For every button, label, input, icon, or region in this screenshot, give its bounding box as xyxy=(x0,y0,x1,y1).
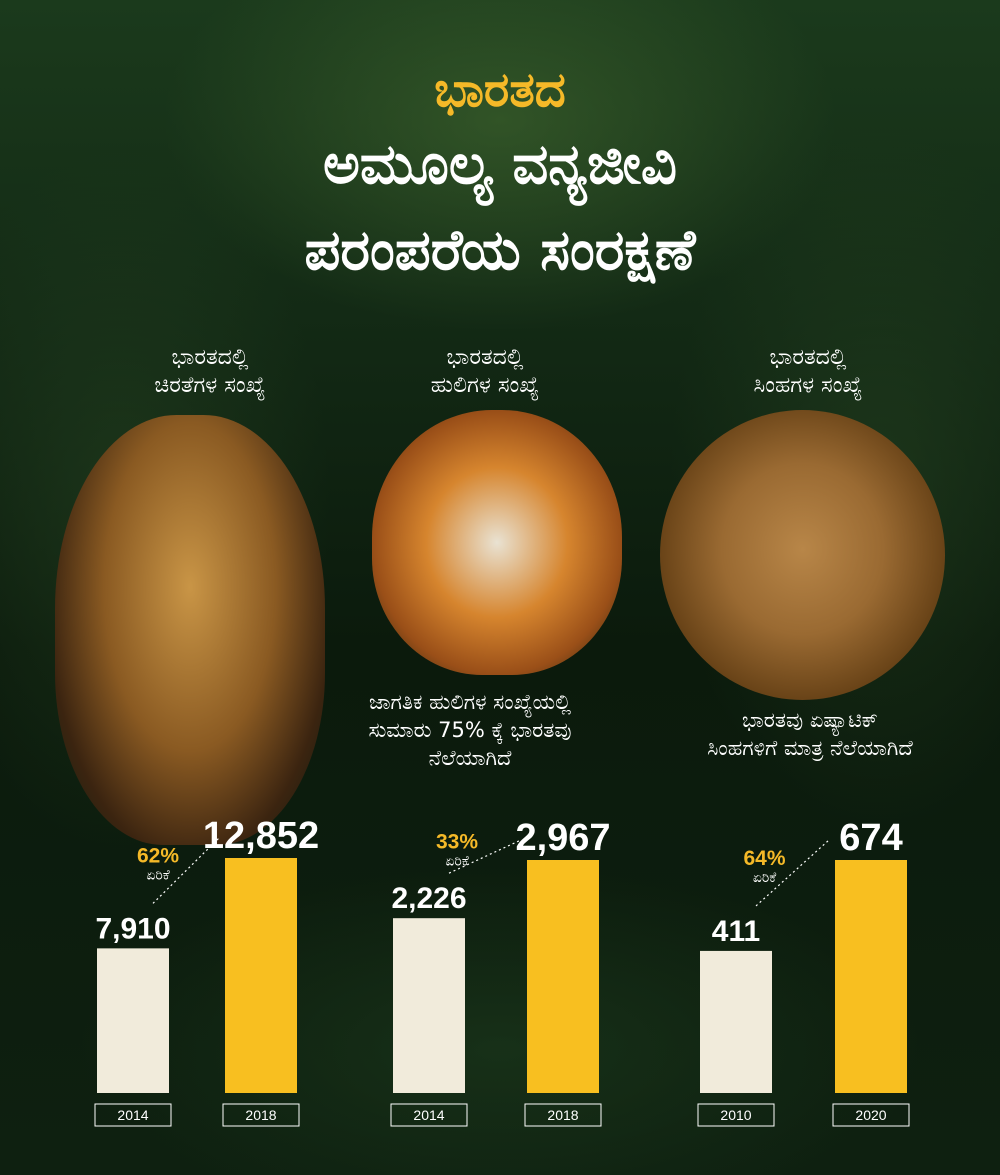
tiger-year-box-2018 xyxy=(524,1103,602,1127)
title-line-2: ಅಮೂಲ್ಯ ವನ್ಯಜೀವಿ xyxy=(322,132,678,197)
caption-tiger-line-2: ಹುಲಿಗಳ ಸಂಖ್ಯೆ xyxy=(430,373,540,398)
leopard-year-box-2018 xyxy=(222,1103,300,1127)
lion-year-box-2010 xyxy=(697,1103,775,1127)
caption-tiger-line-1: ಭಾರತದಲ್ಲಿ xyxy=(446,345,524,370)
caption-leopard-line-2: ಚಿರತೆಗಳ ಸಂಖ್ಯೆ xyxy=(154,373,266,398)
leopard-bar-2018 xyxy=(225,858,297,1093)
leopard-value-label-2014: 7,910 xyxy=(95,912,170,945)
tiger-increase-label: ಏರಿಕೆ xyxy=(445,854,469,870)
caption-lion-line-2: ಸಿಂಹಗಳ ಸಂಖ್ಯೆ xyxy=(753,373,863,398)
tiger-increase-percent: 33% xyxy=(436,831,478,854)
lion-year-box-2020 xyxy=(832,1103,910,1127)
leopard-year-label-2018: 2018 xyxy=(245,1107,276,1123)
lion-bar-2010 xyxy=(700,950,772,1093)
fact-lion-line-1: ಭಾರತವು ಏಷ್ಯಾಟಿಕ್ xyxy=(742,708,878,732)
caption-leopard: ಭಾರತದಲ್ಲಿ ಚಿರತೆಗಳ ಸಂಖ್ಯೆ xyxy=(80,344,340,400)
title-line-3: ಪರಂಪರೆಯ ಸಂರಕ್ಷಣೆ xyxy=(304,218,696,283)
tiger-value-label-2014: 2,226 xyxy=(391,882,466,915)
leopard-bar-2014 xyxy=(97,948,169,1093)
leopard-year-label-2014: 2014 xyxy=(117,1107,148,1123)
fact-lion-line-2: ಸಿಂಹಗಳಿಗೆ ಮಾತ್ರ ನೆಲೆಯಾಗಿದೆ xyxy=(707,736,913,760)
caption-lion-line-1: ಭಾರತದಲ್ಲಿ xyxy=(769,345,847,370)
fact-tiger: ಜಾಗತಿಕ ಹುಲಿಗಳ ಸಂಖ್ಯೆಯಲ್ಲಿ ಸುಮಾರು 75% ಕ್ಕ… xyxy=(300,688,640,772)
caption-tiger: ಭಾರತದಲ್ಲಿ ಹುಲಿಗಳ ಸಂಖ್ಯೆ xyxy=(355,344,615,400)
caption-leopard-line-1: ಭಾರತದಲ್ಲಿ xyxy=(171,345,249,370)
leopard-value-label-2018: 12,852 xyxy=(203,815,319,857)
leopard-increase-label: ಏರಿಕೆ xyxy=(146,868,170,884)
lion-year-label-2020: 2020 xyxy=(855,1107,886,1123)
lion-value-label-2020: 674 xyxy=(839,817,902,859)
caption-lion: ಭಾರತದಲ್ಲಿ ಸಿಂಹಗಳ ಸಂಖ್ಯೆ xyxy=(678,344,938,400)
lion-bar-2020 xyxy=(835,860,907,1093)
lion-image xyxy=(660,410,945,700)
tiger-image xyxy=(372,410,622,675)
tiger-year-label-2014: 2014 xyxy=(413,1107,444,1123)
fact-tiger-line-3: ನೆಲೆಯಾಗಿದೆ xyxy=(428,746,512,770)
tiger-value-label-2018: 2,967 xyxy=(515,817,610,859)
lion-increase-connector xyxy=(755,839,830,907)
lion-year-label-2010: 2010 xyxy=(720,1107,751,1123)
title-line-1: ಭಾರತದ xyxy=(434,62,566,118)
leopard-increase-connector xyxy=(152,837,220,904)
leopard-image xyxy=(55,415,325,845)
leopard-increase-percent: 62% xyxy=(137,845,179,868)
tiger-year-label-2018: 2018 xyxy=(547,1107,578,1123)
lion-increase-label: ಏರಿಕೆ xyxy=(753,870,777,886)
leopard-year-box-2014 xyxy=(94,1103,172,1127)
fact-lion: ಭಾರತವು ಏಷ್ಯಾಟಿಕ್ ಸಿಂಹಗಳಿಗೆ ಮಾತ್ರ ನೆಲೆಯಾಗ… xyxy=(640,706,980,762)
fact-tiger-line-2: ಸುಮಾರು 75% ಕ್ಕೆ ಭಾರತವು xyxy=(368,718,572,742)
tiger-increase-connector xyxy=(448,839,522,874)
tiger-bar-2014 xyxy=(393,918,465,1093)
fact-tiger-line-1: ಜಾಗತಿಕ ಹುಲಿಗಳ ಸಂಖ್ಯೆಯಲ್ಲಿ xyxy=(368,690,572,714)
lion-value-label-2010: 411 xyxy=(712,915,760,948)
tiger-year-box-2014 xyxy=(390,1103,468,1127)
tiger-bar-2018 xyxy=(527,860,599,1093)
lion-increase-percent: 64% xyxy=(743,847,785,870)
